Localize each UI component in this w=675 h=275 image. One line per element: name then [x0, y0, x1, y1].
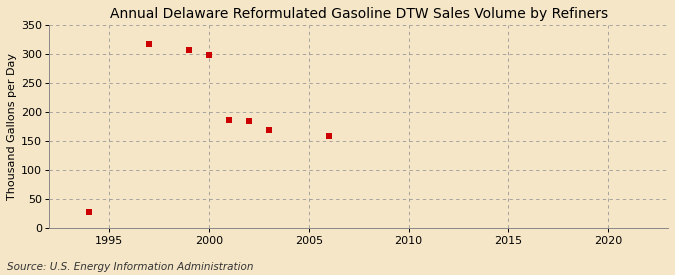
Point — [323, 134, 334, 138]
Y-axis label: Thousand Gallons per Day: Thousand Gallons per Day — [7, 53, 17, 200]
Point — [144, 42, 155, 46]
Title: Annual Delaware Reformulated Gasoline DTW Sales Volume by Refiners: Annual Delaware Reformulated Gasoline DT… — [109, 7, 608, 21]
Point — [263, 128, 274, 133]
Point — [84, 210, 95, 214]
Point — [244, 118, 254, 123]
Point — [203, 53, 214, 57]
Point — [223, 118, 234, 122]
Text: Source: U.S. Energy Information Administration: Source: U.S. Energy Information Administ… — [7, 262, 253, 272]
Point — [184, 48, 194, 52]
